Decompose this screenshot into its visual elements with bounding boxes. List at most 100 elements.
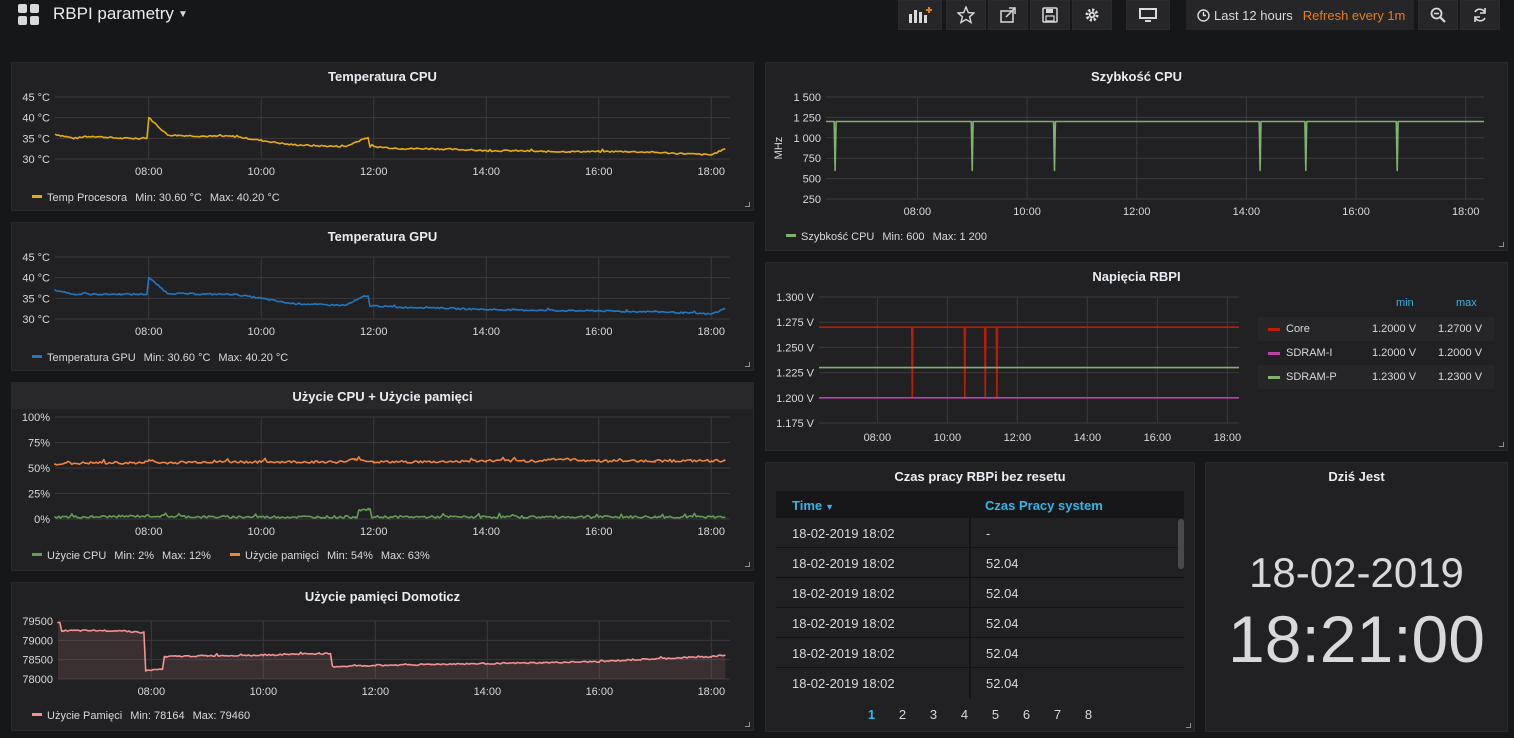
legend-min: Min: 30.60 °C xyxy=(143,352,211,364)
x-tick-label: 16:00 xyxy=(586,686,614,698)
resize-handle[interactable] xyxy=(1499,442,1504,447)
y-tick-label: 25% xyxy=(28,489,50,501)
x-tick-label: 08:00 xyxy=(135,326,163,338)
panel-title[interactable]: Dziś Jest xyxy=(1328,469,1385,484)
y-tick-label: 1.250 V xyxy=(776,342,815,354)
legend-min: 1.2000 V xyxy=(1372,347,1417,359)
table-scrollbar[interactable] xyxy=(1178,519,1184,569)
domoticz-memory-chart[interactable]: 79500 79000 78500 78000 08:00 10:00 12:00 14:00… xyxy=(12,583,754,731)
x-tick-label: 08:00 xyxy=(904,206,932,218)
y-tick-label: 1 250 xyxy=(793,112,821,124)
panel-voltages: Napięcia RBPI 1.300 V 1.275 V 1.250 V 1.225… xyxy=(765,262,1508,451)
page-link[interactable]: 8 xyxy=(1084,707,1093,722)
page-link[interactable]: 5 xyxy=(991,707,1000,722)
dashboard-grid-icon[interactable] xyxy=(18,4,40,26)
add-panel-button[interactable] xyxy=(898,0,942,30)
cpu-speed-chart[interactable]: 1 500 1 250 1 000 750 500 250 08:00 10:00 12:00 1… xyxy=(766,63,1508,251)
chart-legend: Użycie Pamięci Min: 78164 Max: 79460 xyxy=(32,710,250,722)
x-tick-label: 10:00 xyxy=(250,686,278,698)
column-header-uptime[interactable]: Czas Pracy system xyxy=(985,498,1103,513)
uptime-table: Time ▼ Czas Pracy system 18-02-2019 18:02… xyxy=(776,491,1184,698)
y-tick-label: 40 °C xyxy=(22,113,50,125)
x-tick-label: 10:00 xyxy=(1013,206,1041,218)
legend-table: min max Core 1.2000 V 1.2700 V SDRAM-I 1… xyxy=(1258,297,1494,389)
legend-series-name[interactable]: Użycie pamięci xyxy=(245,550,319,562)
column-header-time[interactable]: Time ▼ xyxy=(792,498,835,513)
panel-title[interactable]: Szybkość CPU xyxy=(1090,69,1183,84)
tv-mode-button[interactable] xyxy=(1126,0,1170,30)
resize-handle[interactable] xyxy=(745,202,750,207)
y-tick-label: 500 xyxy=(803,174,821,186)
legend-row[interactable]: Core 1.2000 V 1.2700 V xyxy=(1258,317,1494,341)
resize-handle[interactable] xyxy=(745,362,750,367)
resize-handle[interactable] xyxy=(745,562,750,567)
x-tick-label: 16:00 xyxy=(585,526,613,538)
share-button[interactable] xyxy=(988,0,1028,30)
table-row: 18-02-2019 18:02 52.04 xyxy=(776,607,1184,638)
x-tick-label: 18:00 xyxy=(697,326,725,338)
x-tick-label: 14:00 xyxy=(1074,432,1102,444)
resize-handle[interactable] xyxy=(1186,723,1191,728)
star-button[interactable] xyxy=(946,0,986,30)
legend-swatch xyxy=(32,355,42,358)
voltages-chart[interactable]: 1.300 V 1.275 V 1.250 V 1.225 V 1.200 V 1.175… xyxy=(766,263,1508,451)
x-tick-label: 18:00 xyxy=(1214,432,1242,444)
y-axis-label: MHz xyxy=(773,137,785,160)
legend-min: Min: 2% xyxy=(114,550,155,562)
page-link[interactable]: 1 xyxy=(867,707,876,722)
dashboard-title[interactable]: RBPI parametry ▼ xyxy=(53,4,188,23)
page-link[interactable]: 3 xyxy=(929,707,938,722)
legend-max: Max: 1 200 xyxy=(932,231,987,243)
cpu-memory-usage-chart[interactable]: 100% 75% 50% 25% 0% 08:00 10:00 12:00 14:00 16:00… xyxy=(12,383,754,571)
legend-max: Max: 79460 xyxy=(192,710,251,722)
legend-series-name[interactable]: Temp Procesora xyxy=(47,192,128,204)
legend-series-name[interactable]: Użycie Pamięci xyxy=(47,710,123,722)
legend-row[interactable]: SDRAM-P 1.2300 V 1.2300 V xyxy=(1258,365,1494,389)
chart-legend: Szybkość CPU Min: 600 Max: 1 200 xyxy=(786,231,987,243)
legend-series-name[interactable]: Szybkość CPU xyxy=(801,231,875,243)
panel-title[interactable]: Temperatura GPU xyxy=(327,229,438,244)
panel-title[interactable]: Użycie CPU + Użycie pamięci xyxy=(292,389,473,404)
y-tick-label: 1.225 V xyxy=(776,368,815,380)
legend-max-header[interactable]: max xyxy=(1456,297,1477,309)
refresh-button[interactable] xyxy=(1460,0,1500,30)
panel-title[interactable]: Użycie pamięci Domoticz xyxy=(304,589,461,604)
legend-series-name[interactable]: Temperatura GPU xyxy=(47,352,136,364)
cell-value: 52.04 xyxy=(986,556,1019,571)
page-link[interactable]: 6 xyxy=(1022,707,1031,722)
zoom-out-button[interactable] xyxy=(1418,0,1458,30)
x-tick-label: 14:00 xyxy=(472,326,500,338)
page-link[interactable]: 7 xyxy=(1053,707,1062,722)
legend-max: Max: 12% xyxy=(162,550,211,562)
y-tick-label: 35 °C xyxy=(22,133,50,145)
x-tick-label: 16:00 xyxy=(585,166,613,178)
x-tick-label: 12:00 xyxy=(362,686,390,698)
page-link[interactable]: 4 xyxy=(960,707,969,722)
legend-max: 1.2700 V xyxy=(1438,323,1483,335)
cpu-temperature-chart[interactable]: 45 °C 40 °C 35 °C 30 °C 08:00 10:00 12:00 14:00… xyxy=(12,63,754,211)
legend-min-header[interactable]: min xyxy=(1396,297,1414,309)
x-tick-label: 18:00 xyxy=(698,686,726,698)
legend-series-name[interactable]: Użycie CPU xyxy=(47,550,107,562)
panel-cpu-temperature: Temperatura CPU 45 °C 40 °C 35 °C 30 °C 08:0… xyxy=(11,62,754,211)
cell-time: 18-02-2019 18:02 xyxy=(792,556,895,571)
gpu-temperature-chart[interactable]: 45 °C 40 °C 35 °C 30 °C 08:00 10:00 12:00 14:00… xyxy=(12,223,754,371)
y-tick-label: 1 000 xyxy=(793,133,821,145)
page-link[interactable]: 2 xyxy=(898,707,907,722)
panel-title[interactable]: Temperatura CPU xyxy=(328,69,437,84)
gear-icon xyxy=(1085,8,1099,22)
save-button[interactable] xyxy=(1030,0,1070,30)
panel-title[interactable]: Czas pracy RBPi bez resetu xyxy=(894,469,1066,484)
cell-value: 52.04 xyxy=(986,616,1019,631)
panel-title[interactable]: Napięcia RBPI xyxy=(1092,269,1181,284)
resize-handle[interactable] xyxy=(745,722,750,727)
y-tick-label: 45 °C xyxy=(22,92,50,104)
y-tick-label: 250 xyxy=(803,194,821,206)
resize-handle[interactable] xyxy=(1499,242,1504,247)
legend-row[interactable]: SDRAM-I 1.2000 V 1.2000 V xyxy=(1258,341,1494,365)
series-line-u-ycie-pami-ci xyxy=(54,456,726,466)
settings-button[interactable] xyxy=(1072,0,1112,30)
panel-gpu-temperature: Temperatura GPU 45 °C 40 °C 35 °C 30 °C 08:0… xyxy=(11,222,754,371)
legend-min: Min: 54% xyxy=(327,550,373,562)
time-range-picker[interactable]: Last 12 hours Refresh every 1m xyxy=(1186,0,1414,30)
